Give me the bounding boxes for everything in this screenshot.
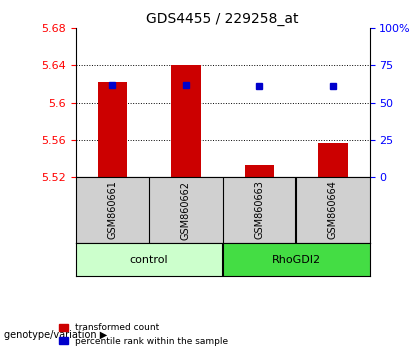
Text: GSM860662: GSM860662 [181,181,191,240]
Bar [97,82,127,177]
Text: GSM860664: GSM860664 [328,181,338,239]
Text: GSM860661: GSM860661 [108,181,117,239]
Text: GSM860663: GSM860663 [255,181,264,239]
Text: control: control [130,255,168,264]
Title: GDS4455 / 229258_at: GDS4455 / 229258_at [146,12,299,26]
Bar [244,165,274,177]
Legend: transformed count, percentile rank within the sample: transformed count, percentile rank withi… [55,320,231,349]
Bar [171,64,201,177]
Bar [318,143,348,177]
Text: RhoGDI2: RhoGDI2 [272,255,320,264]
Text: genotype/variation ▶: genotype/variation ▶ [4,330,108,339]
